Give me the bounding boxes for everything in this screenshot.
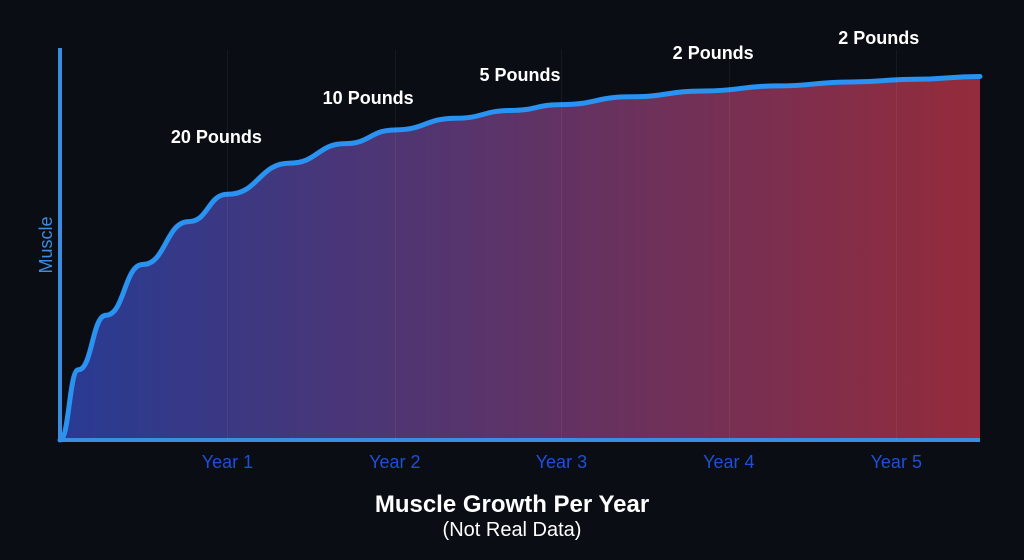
x-tick-label: Year 4 [703, 452, 754, 473]
x-tick-label: Year 1 [202, 452, 253, 473]
chart-title: Muscle Growth Per Year (Not Real Data) [0, 491, 1024, 542]
gridline [896, 50, 897, 440]
y-axis-label: Muscle [36, 216, 57, 273]
gridline [729, 50, 730, 440]
x-tick-label: Year 5 [871, 452, 922, 473]
gridline [561, 50, 562, 440]
data-label: 5 Pounds [479, 65, 560, 86]
chart-title-main: Muscle Growth Per Year [0, 491, 1024, 519]
chart-title-sub: (Not Real Data) [0, 519, 1024, 542]
data-label: 2 Pounds [673, 43, 754, 64]
gridline [227, 50, 228, 440]
chart-container: Muscle 20 Pounds10 Pounds5 Pounds2 Pound… [60, 50, 980, 440]
data-label: 2 Pounds [838, 28, 919, 49]
area-chart-svg [60, 50, 980, 440]
plot-area: 20 Pounds10 Pounds5 Pounds2 Pounds2 Poun… [60, 50, 980, 440]
x-tick-label: Year 3 [536, 452, 587, 473]
data-label: 10 Pounds [323, 88, 414, 109]
data-label: 20 Pounds [171, 127, 262, 148]
x-tick-label: Year 2 [369, 452, 420, 473]
